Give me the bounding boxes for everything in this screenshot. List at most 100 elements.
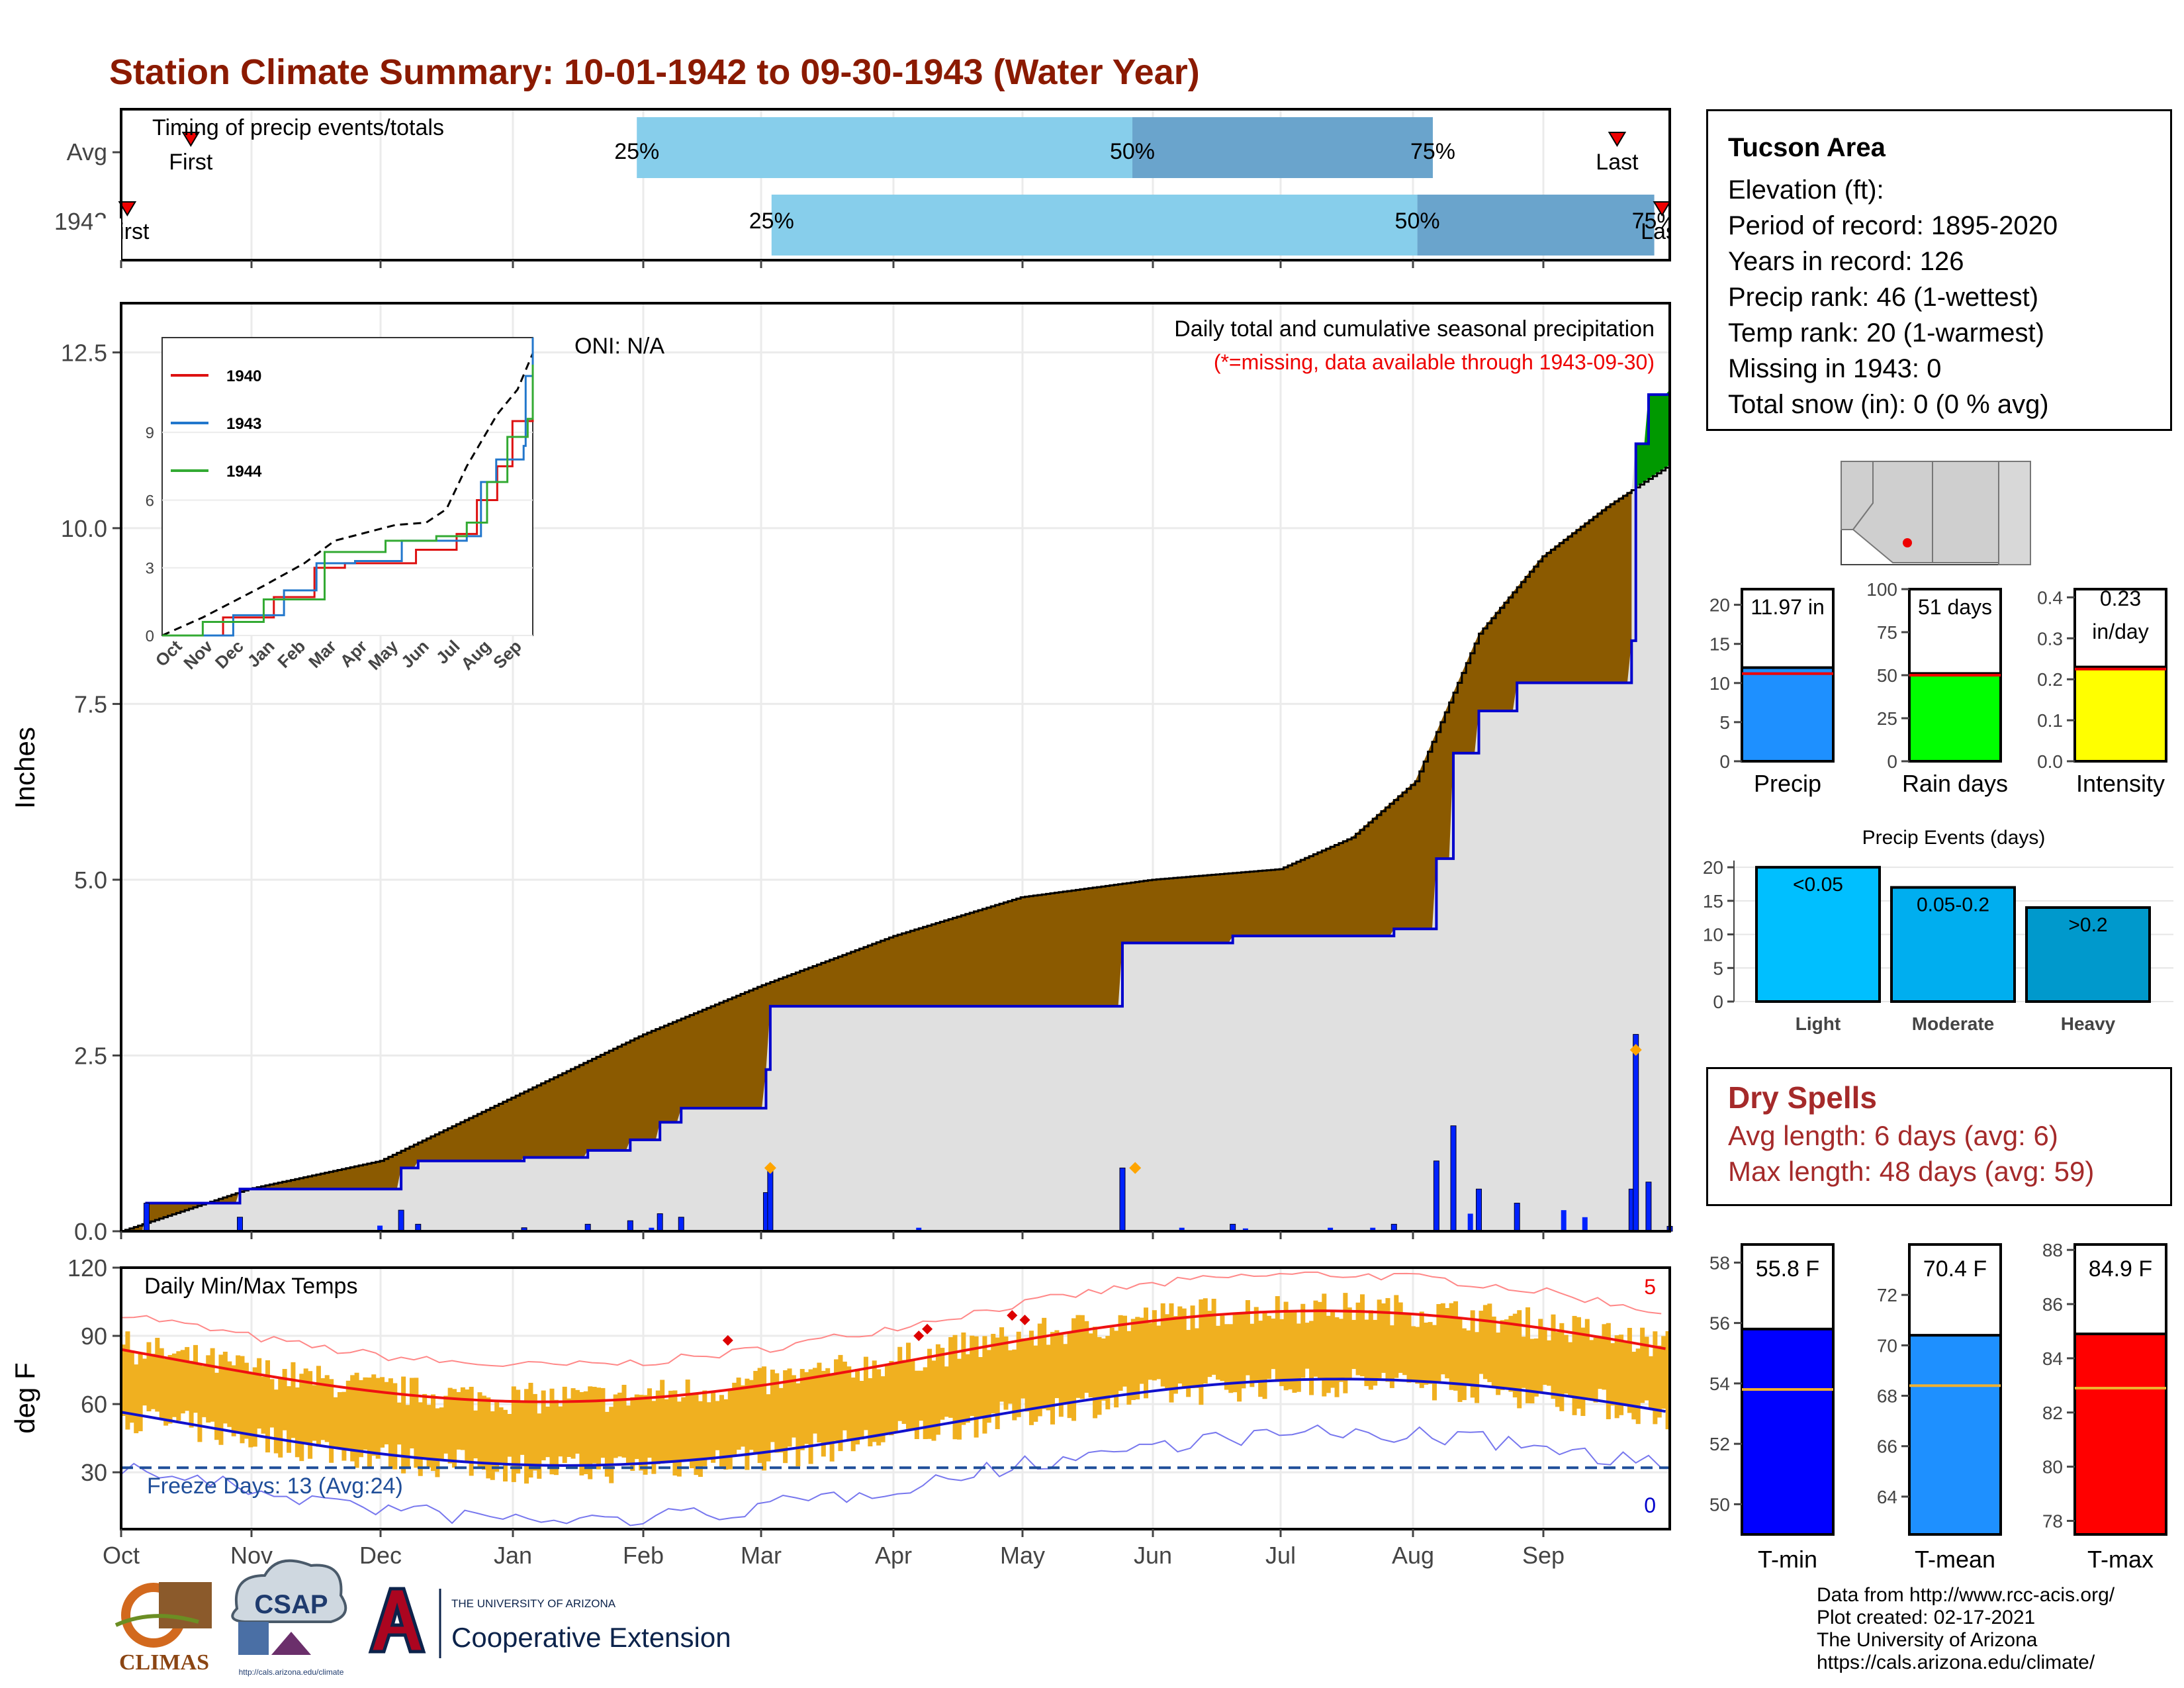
timing-frame — [120, 108, 1671, 261]
daily-temp-bar — [1521, 1336, 1526, 1388]
mini-bar-fill — [2073, 665, 2167, 763]
daily-temp-bar — [1021, 1338, 1026, 1399]
daily-temp-bar — [1075, 1315, 1081, 1398]
month-axis: Oct Nov Dec Jan Feb Mar Apr May Jun Jul Aug Sep — [103, 260, 1565, 1569]
daily-temp-bar — [1453, 1301, 1459, 1391]
daily-temp-bar — [1300, 1303, 1306, 1378]
daily-temp-bar — [910, 1360, 915, 1429]
temp-bar-label: T-mean — [1915, 1546, 1995, 1573]
daily-temp-bar — [579, 1391, 584, 1476]
daily-temp-bar — [787, 1368, 792, 1447]
daily-temp-bar — [791, 1375, 796, 1438]
credit-university: The University of Arizona — [1817, 1629, 2038, 1651]
mini-bar-tick-label: 0.2 — [2037, 669, 2063, 690]
daily-temp-bar — [1334, 1317, 1340, 1397]
station-info-box: Tucson Area Elevation (ft): Period of re… — [1706, 109, 2172, 431]
oni-label: ONI: N/A — [574, 334, 664, 359]
daily-temp-bar — [528, 1382, 533, 1478]
daily-precip-bar — [916, 1227, 922, 1231]
daily-temp-bar — [574, 1389, 580, 1454]
temp-bar-tick-label: 86 — [2042, 1294, 2063, 1315]
daily-temp-bar — [741, 1385, 746, 1447]
temp-bar-tick-label: 68 — [1877, 1386, 1897, 1407]
daily-temp-bar — [863, 1356, 868, 1430]
daily-precip-bar — [1179, 1227, 1185, 1231]
temp-bar-tick-label: 64 — [1877, 1487, 1897, 1507]
daily-temp-bar — [766, 1394, 771, 1462]
daily-temp-bar — [897, 1346, 903, 1421]
station-period: Period of record: 1895-2020 — [1728, 211, 2058, 240]
temp-record-high-line — [120, 1271, 1662, 1367]
record-marker — [1629, 1043, 1642, 1056]
record-high-count: 5 — [1644, 1275, 1656, 1299]
daily-temp-bar — [770, 1370, 775, 1442]
daily-temp-bar — [1304, 1323, 1310, 1369]
daily-temp-bar — [1559, 1323, 1565, 1411]
daily-temp-bar — [549, 1388, 555, 1475]
month-label: Sep — [1522, 1542, 1565, 1569]
daily-temp-bar — [299, 1374, 304, 1462]
timing-last-label: Last — [1596, 150, 1639, 175]
daily-temp-bar — [1130, 1319, 1136, 1401]
daily-temp-bar — [460, 1387, 465, 1450]
location-map — [1841, 461, 2031, 565]
daily-temp-bar — [956, 1358, 962, 1440]
daily-temp-bar — [1326, 1315, 1331, 1393]
daily-precip-bar — [1582, 1217, 1588, 1231]
daily-temp-bar — [952, 1335, 958, 1440]
daily-temp-bar — [532, 1393, 537, 1471]
daily-precip-bar — [1514, 1203, 1520, 1232]
daily-temp-bar — [698, 1401, 703, 1477]
daily-temp-bar — [808, 1369, 813, 1464]
daily-temp-bar — [1517, 1310, 1522, 1409]
daily-temp-bar — [486, 1397, 491, 1479]
daily-temp-bar — [1487, 1303, 1492, 1382]
daily-temp-bar — [1135, 1317, 1140, 1400]
daily-temp-bar — [1355, 1302, 1361, 1376]
station-elevation: Elevation (ft): — [1728, 175, 1884, 205]
daily-temp-bar — [1262, 1311, 1267, 1399]
month-label: May — [1000, 1542, 1045, 1569]
daily-temp-bar — [1614, 1335, 1619, 1419]
daily-temp-bar — [507, 1413, 512, 1457]
daily-temp-bar — [248, 1372, 253, 1448]
daily-temp-bar — [185, 1346, 190, 1411]
daily-temp-bar — [1084, 1321, 1089, 1393]
daily-temp-bar — [1627, 1327, 1632, 1413]
daily-temp-bar — [320, 1378, 326, 1440]
daily-temp-bar — [1598, 1336, 1603, 1389]
daily-temp-bar — [1436, 1304, 1441, 1383]
daily-temp-bar — [422, 1393, 428, 1460]
events-tick-label: 15 — [1703, 891, 1723, 912]
daily-temp-bar — [341, 1391, 347, 1461]
daily-temp-bar — [995, 1337, 1000, 1429]
daily-temp-bar — [850, 1378, 856, 1452]
daily-temp-bar — [829, 1373, 835, 1462]
daily-temp-bar — [1177, 1306, 1183, 1383]
month-label: Jan — [494, 1542, 532, 1569]
month-label: Aug — [1392, 1542, 1434, 1569]
daily-temp-bar — [345, 1380, 351, 1448]
daily-temp-bar — [1012, 1349, 1017, 1421]
temp-bar-tick-label: 58 — [1709, 1252, 1730, 1273]
temp-record-marker — [1007, 1310, 1018, 1321]
daily-temp-bar — [1466, 1330, 1471, 1385]
daily-temp-bar — [1432, 1325, 1437, 1401]
daily-temp-bar — [562, 1386, 567, 1464]
daily-temp-bar — [935, 1344, 940, 1435]
daily-temp-bar — [676, 1401, 682, 1477]
daily-temp-bar — [218, 1354, 224, 1445]
temp-bar-fill — [1908, 1334, 2002, 1536]
daily-temp-bar — [180, 1350, 185, 1414]
daily-temp-bar — [583, 1391, 588, 1474]
station-precip-rank: Precip rank: 46 (1-wettest) — [1728, 283, 2039, 312]
daily-temp-bar — [414, 1378, 419, 1468]
daily-precip-bar — [237, 1217, 244, 1232]
daily-temp-bar — [1635, 1348, 1641, 1425]
daily-temp-bar — [1419, 1311, 1424, 1388]
daily-temp-bar — [1631, 1352, 1637, 1420]
daily-temp-bar — [757, 1368, 762, 1464]
temp-bar-tick-label: 54 — [1709, 1374, 1730, 1394]
daily-temp-bar — [1203, 1298, 1208, 1384]
daily-temp-bar — [1296, 1323, 1301, 1392]
